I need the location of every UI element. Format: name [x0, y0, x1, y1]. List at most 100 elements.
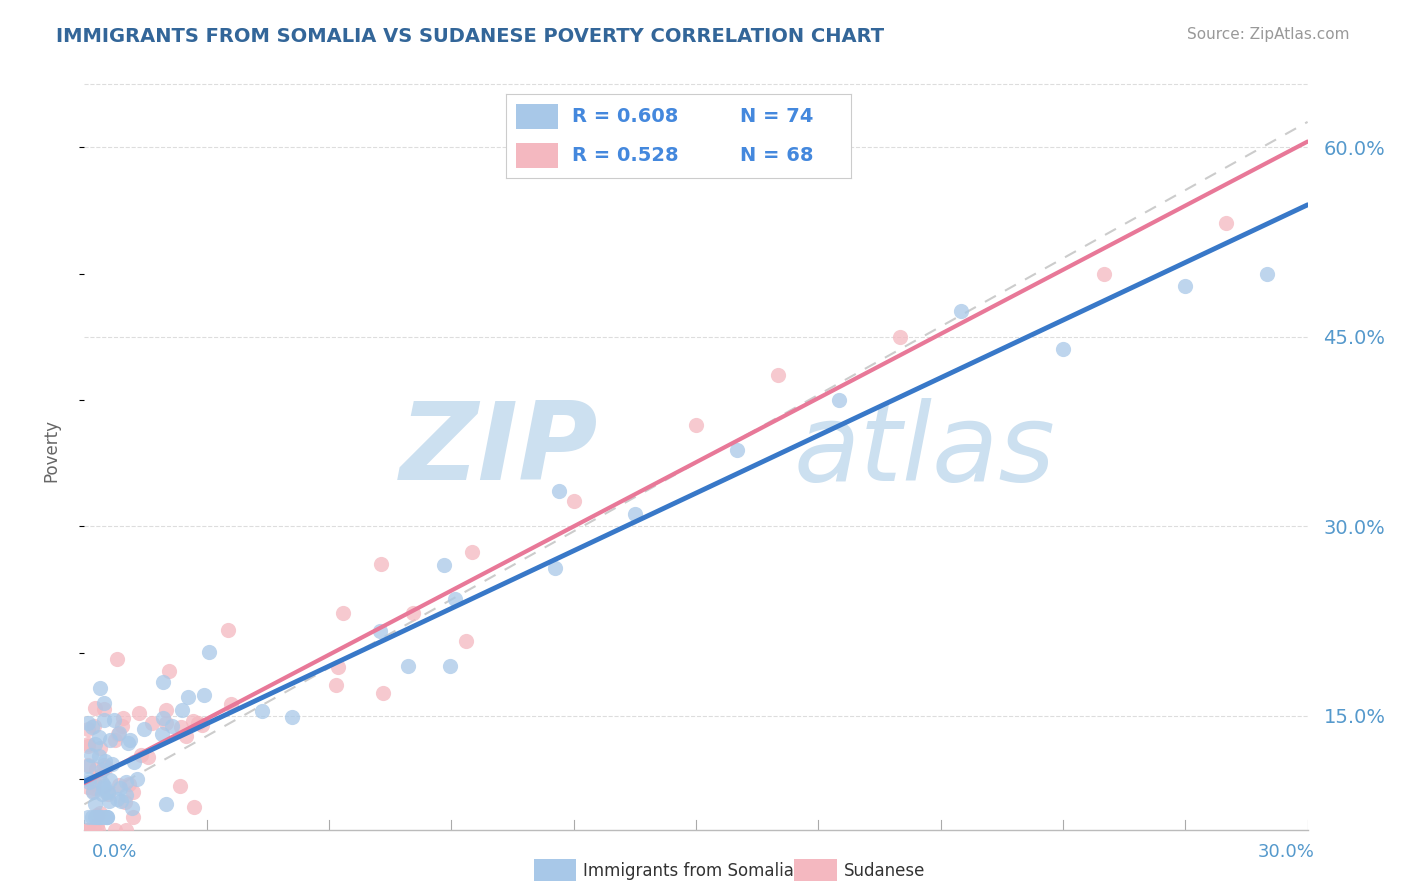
Point: [461, 544, 484, 558]
Text: N = 68: N = 68: [741, 146, 814, 165]
Point: [217, 623, 239, 637]
Point: [169, 779, 191, 793]
Point: [84, 737, 107, 751]
Point: [155, 797, 177, 812]
Text: N = 74: N = 74: [741, 107, 814, 126]
Point: [122, 810, 145, 824]
Point: [89, 681, 111, 695]
Point: [98, 733, 121, 747]
Point: [80, 720, 103, 734]
Point: [160, 719, 183, 733]
Point: [97, 794, 120, 808]
Point: [91, 781, 114, 796]
Point: [548, 484, 571, 499]
Point: [332, 607, 354, 621]
Point: [77, 722, 100, 736]
Text: IMMIGRANTS FROM SOMALIA VS SUDANESE POVERTY CORRELATION CHART: IMMIGRANTS FROM SOMALIA VS SUDANESE POVE…: [56, 27, 884, 45]
Point: [190, 717, 212, 731]
Point: [1092, 267, 1115, 281]
Point: [96, 785, 118, 799]
Text: R = 0.608: R = 0.608: [572, 107, 678, 126]
Point: [176, 690, 198, 704]
Point: [82, 810, 104, 824]
Point: [544, 561, 567, 575]
Point: [155, 716, 177, 731]
Point: [90, 810, 112, 824]
Point: [77, 822, 100, 837]
Point: [1256, 267, 1278, 281]
Point: [108, 778, 131, 792]
Point: [77, 739, 100, 753]
Point: [87, 822, 110, 837]
Point: [107, 727, 129, 741]
Point: [114, 795, 136, 809]
Point: [83, 797, 105, 812]
Point: [433, 558, 456, 572]
Point: [104, 733, 127, 747]
Point: [108, 726, 131, 740]
Point: [110, 780, 132, 795]
Point: [122, 756, 145, 770]
Point: [87, 769, 110, 783]
Point: [77, 822, 100, 837]
Point: [444, 592, 467, 607]
Point: [1215, 216, 1237, 230]
Text: Source: ZipAtlas.com: Source: ZipAtlas.com: [1187, 27, 1350, 42]
Point: [152, 711, 174, 725]
Point: [950, 304, 973, 318]
Point: [122, 785, 145, 799]
Point: [77, 810, 100, 824]
Text: Immigrants from Somalia: Immigrants from Somalia: [583, 862, 794, 880]
Bar: [516, 103, 558, 129]
Point: [82, 784, 104, 798]
Point: [98, 772, 121, 787]
Point: [90, 776, 112, 790]
Text: ZIP: ZIP: [399, 398, 598, 503]
Point: [105, 651, 128, 665]
Point: [89, 810, 111, 824]
Point: [141, 715, 163, 730]
Point: [77, 716, 100, 731]
Point: [93, 757, 115, 772]
Point: [77, 759, 100, 773]
Point: [104, 822, 127, 837]
Text: 30.0%: 30.0%: [1258, 843, 1315, 861]
Text: R = 0.528: R = 0.528: [572, 146, 678, 165]
Point: [155, 703, 177, 717]
Point: [129, 747, 152, 762]
Point: [889, 329, 911, 343]
Point: [193, 688, 215, 702]
Point: [86, 810, 108, 824]
Point: [89, 731, 111, 745]
Point: [93, 696, 115, 710]
Point: [86, 818, 108, 832]
Point: [96, 810, 118, 824]
Point: [77, 822, 100, 837]
Point: [89, 741, 111, 756]
Point: [77, 780, 100, 794]
Point: [97, 785, 120, 799]
Point: [136, 750, 159, 764]
Point: [83, 718, 105, 732]
Point: [174, 729, 197, 743]
Point: [114, 774, 136, 789]
Point: [150, 727, 173, 741]
Point: [112, 711, 135, 725]
Point: [118, 732, 141, 747]
Point: [402, 606, 425, 620]
Point: [685, 418, 707, 433]
Point: [370, 557, 392, 571]
Point: [183, 714, 205, 728]
Point: [325, 678, 347, 692]
Point: [93, 713, 115, 727]
Point: [132, 722, 155, 736]
Point: [83, 810, 105, 824]
Point: [281, 710, 304, 724]
Point: [82, 775, 104, 789]
Point: [1052, 343, 1074, 357]
Point: [77, 772, 100, 787]
Point: [87, 749, 110, 764]
Point: [152, 675, 174, 690]
Point: [328, 660, 350, 674]
Point: [157, 665, 180, 679]
